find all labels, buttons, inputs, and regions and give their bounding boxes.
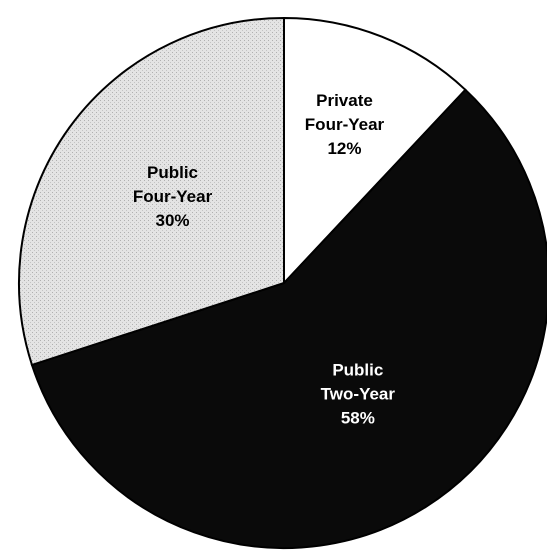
value-label: 30% xyxy=(156,211,190,230)
value-label: 12% xyxy=(327,139,361,158)
pie-slice xyxy=(283,16,467,286)
pie-slice xyxy=(18,16,285,367)
slice-label: Public Two-Year xyxy=(321,360,396,403)
pie-slice xyxy=(30,88,547,549)
value-label: 58% xyxy=(341,408,375,427)
slice-label: Public Four-Year xyxy=(133,163,213,206)
slice-label: Private Four-Year xyxy=(305,91,385,134)
